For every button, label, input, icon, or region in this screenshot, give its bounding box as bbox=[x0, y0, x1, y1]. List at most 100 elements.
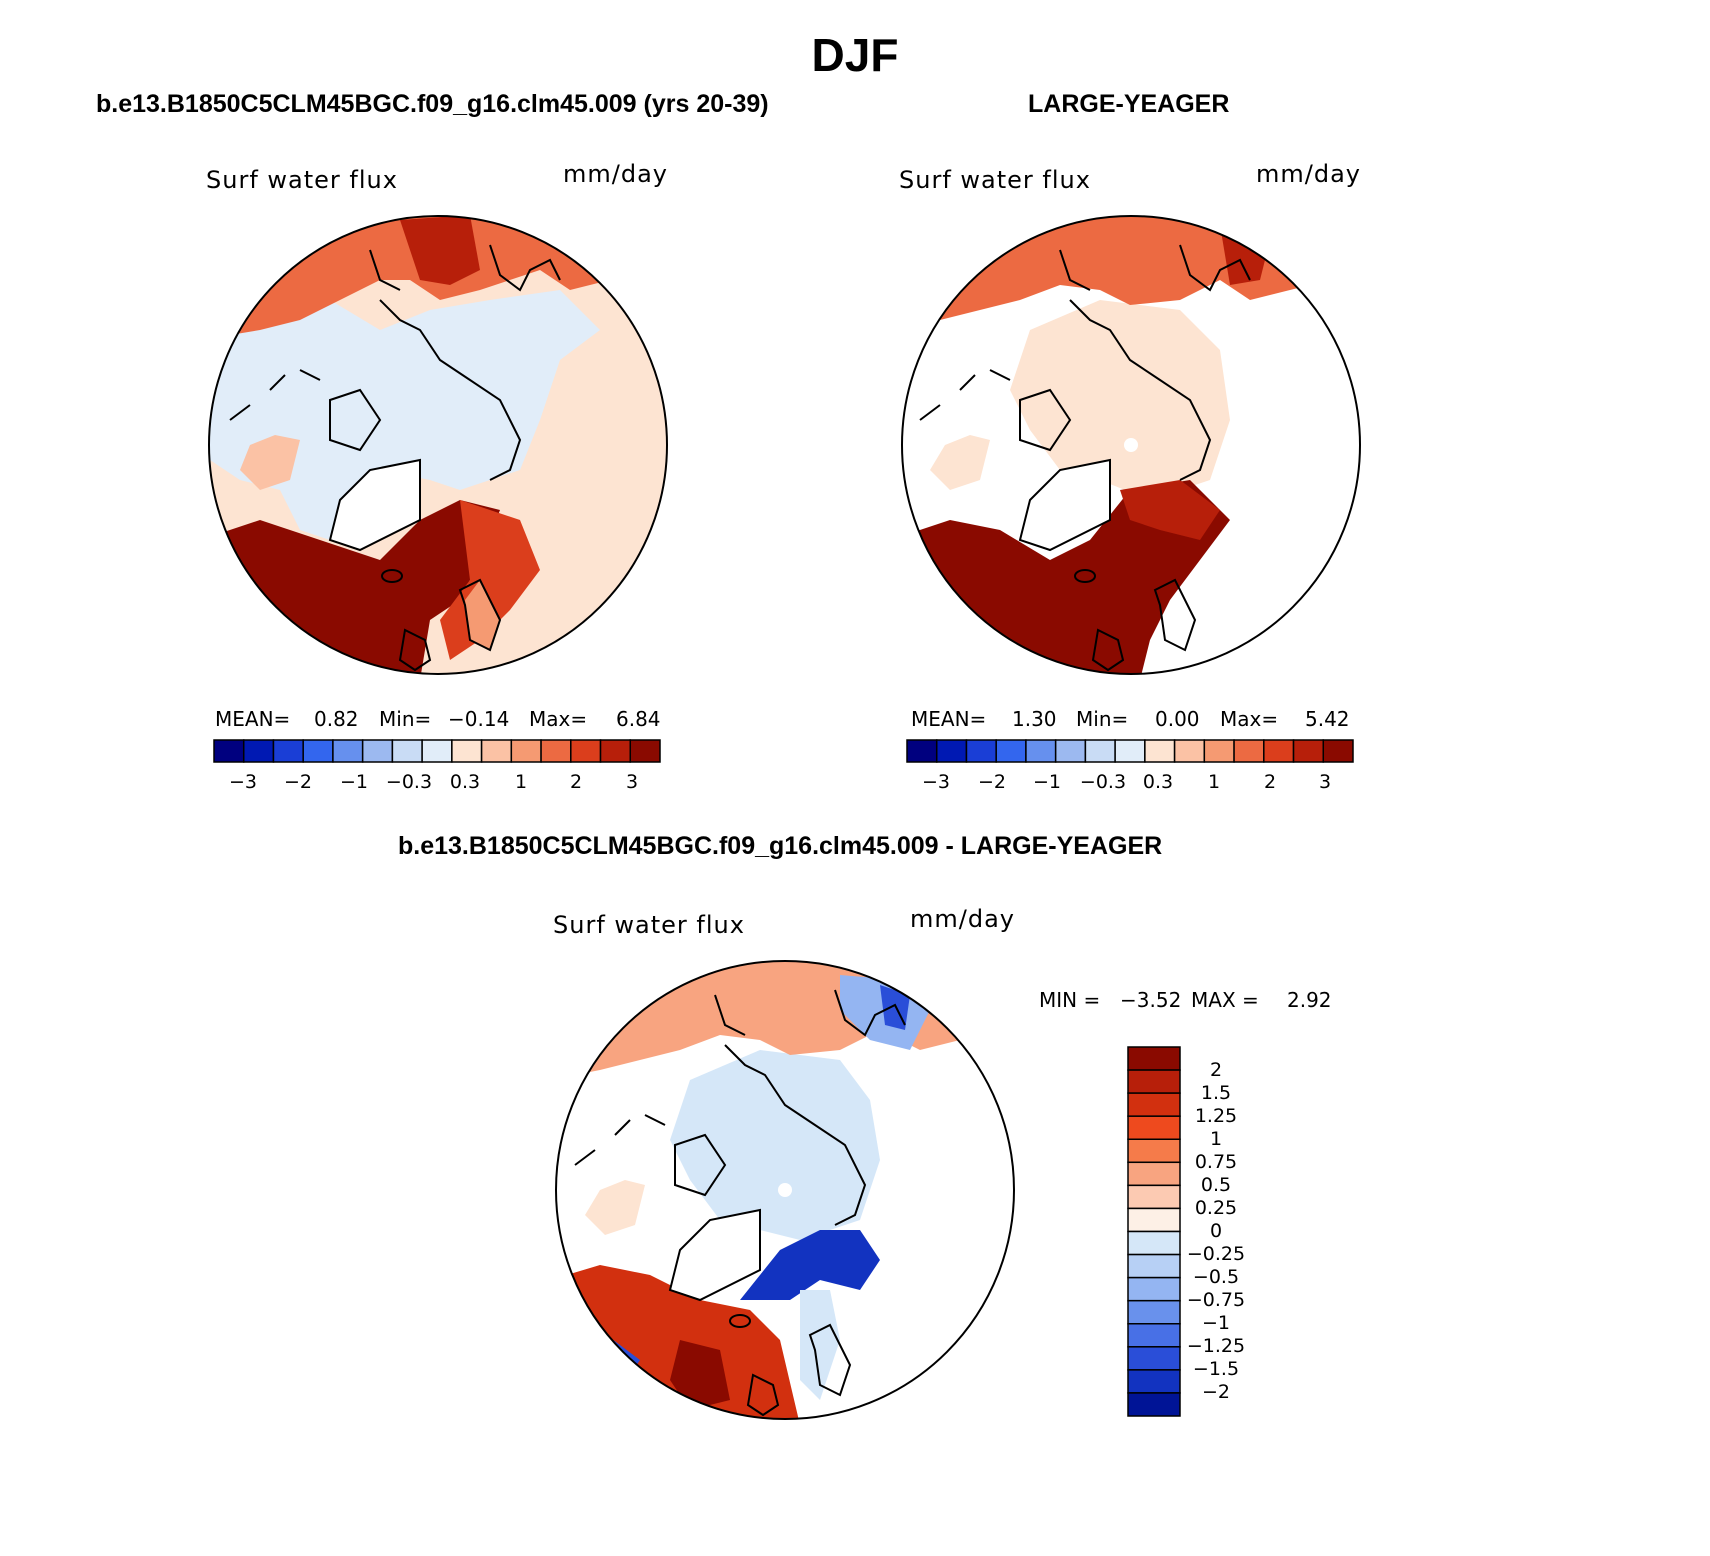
map1-siberia-coast bbox=[379, 299, 522, 481]
map2-barents-field bbox=[1120, 480, 1220, 540]
panel-2-min: 0.00 bbox=[1155, 707, 1200, 731]
map3-alaska-field bbox=[585, 1180, 645, 1235]
panel-3-max-label: MAX = bbox=[1191, 988, 1259, 1012]
panel-2-mean-label: MEAN= bbox=[911, 707, 987, 731]
cb1-tick: 0.3 bbox=[449, 771, 481, 793]
panel-1-max-label: Max= bbox=[529, 707, 588, 731]
map2-alaska-field bbox=[930, 435, 990, 490]
panel-2-units: mm/day bbox=[1256, 160, 1361, 188]
colorbar-swatch bbox=[480, 739, 513, 763]
cb2-tick: 2 bbox=[1263, 771, 1277, 793]
colorbar-swatch bbox=[391, 739, 423, 763]
colorbar-swatch bbox=[1127, 1276, 1181, 1302]
cb1-tick: −3 bbox=[228, 771, 257, 793]
map1-greenland-coast bbox=[328, 458, 421, 552]
cb3-tick: −2 bbox=[1201, 1381, 1230, 1403]
colorbar-swatch bbox=[272, 739, 304, 763]
panel-3-min-label: MIN = bbox=[1039, 988, 1101, 1012]
map2-greenland-coast bbox=[1018, 458, 1111, 552]
map3-atlantic-max-field bbox=[670, 1340, 730, 1410]
colorbar-swatch bbox=[1054, 739, 1087, 763]
map3-arctic-ocean-field bbox=[670, 1050, 880, 1240]
colorbar-swatch bbox=[540, 739, 572, 763]
colorbar-swatch bbox=[1263, 739, 1295, 763]
panel-3-max: 2.92 bbox=[1287, 988, 1332, 1012]
map-panel-3 bbox=[556, 961, 1014, 1419]
cb3-tick: 1.25 bbox=[1194, 1105, 1238, 1127]
map2-frame bbox=[901, 215, 1361, 675]
colorbar-swatch bbox=[451, 739, 483, 763]
colorbar-swatch bbox=[361, 739, 394, 763]
colorbar-swatch bbox=[1144, 739, 1176, 763]
colorbar-swatch bbox=[1127, 1069, 1181, 1094]
colorbar-swatch bbox=[1203, 739, 1235, 763]
colorbar-swatch bbox=[1127, 1115, 1181, 1140]
colorbar-swatch bbox=[965, 739, 997, 763]
panel-1-variable: Surf water flux bbox=[206, 166, 398, 194]
map1-pacific-coast bbox=[369, 244, 561, 292]
cb3-tick: −0.25 bbox=[1186, 1243, 1246, 1265]
colorbar-swatch bbox=[1233, 739, 1265, 763]
panel-1-title: b.e13.B1850C5CLM45BGC.f09_g16.clm45.009 … bbox=[96, 90, 769, 118]
colorbar-swatch bbox=[302, 739, 334, 763]
map2-greenland-field bbox=[1020, 460, 1110, 550]
cb1-tick: −0.3 bbox=[385, 771, 433, 793]
cb2-tick: 0.3 bbox=[1142, 771, 1174, 793]
colorbar-swatch bbox=[995, 739, 1027, 763]
colorbar-swatch bbox=[935, 739, 968, 763]
colorbar-swatch bbox=[629, 739, 661, 763]
map1-scandinavia-field bbox=[465, 580, 500, 650]
panel-3-units: mm/day bbox=[910, 905, 1015, 933]
map3-greenland-field bbox=[670, 1210, 760, 1300]
map1-nordic-seas-field bbox=[440, 500, 540, 660]
map1-frame bbox=[208, 215, 668, 675]
cb3-tick: −1 bbox=[1201, 1312, 1230, 1334]
colorbar-swatch bbox=[1127, 1138, 1181, 1164]
map2-arctic-ocean-field bbox=[1010, 300, 1230, 500]
map1-scandinavia-coast bbox=[458, 578, 502, 652]
cb2-tick: −2 bbox=[977, 771, 1006, 793]
colorbar-swatch bbox=[1127, 1230, 1181, 1256]
cb1-tick: 2 bbox=[569, 771, 583, 793]
cb3-tick: 0.75 bbox=[1194, 1151, 1238, 1173]
map2-pole-marker bbox=[1124, 438, 1138, 452]
cb3-tick: −1.5 bbox=[1192, 1358, 1240, 1380]
map2-pacific-coast bbox=[1059, 244, 1251, 292]
colorbar-swatch bbox=[1127, 1253, 1181, 1279]
cb1-tick: −1 bbox=[339, 771, 368, 793]
map3-greenland-coast bbox=[668, 1208, 761, 1302]
cb3-tick: −0.75 bbox=[1186, 1289, 1246, 1311]
map1-arctic-ocean-field bbox=[209, 290, 600, 540]
map2-scandinavia-coast bbox=[1153, 578, 1197, 652]
colorbar-swatch bbox=[242, 739, 275, 763]
cb2-tick: −0.3 bbox=[1079, 771, 1127, 793]
colorbar-swatch bbox=[1292, 739, 1325, 763]
colorbar-swatch bbox=[1114, 739, 1146, 763]
panel-2-title: LARGE-YEAGER bbox=[1028, 90, 1230, 118]
colorbar-swatch bbox=[1173, 739, 1206, 763]
map3-nordic-seas-field bbox=[800, 1290, 840, 1400]
map1-alaska-field bbox=[240, 435, 300, 490]
colorbar-swatch bbox=[1127, 1299, 1181, 1325]
colorbar-swatch bbox=[332, 739, 364, 763]
colorbar-swatch bbox=[1127, 1046, 1181, 1071]
colorbar-panel-1 bbox=[213, 739, 661, 763]
panel-1-max: 6.84 bbox=[616, 707, 661, 731]
panel-2-variable: Surf water flux bbox=[899, 166, 1091, 194]
map2-siberia-coast bbox=[1069, 299, 1212, 481]
panel-2-min-label: Min= bbox=[1076, 707, 1129, 731]
colorbar-swatch bbox=[1127, 1184, 1181, 1210]
colorbar-swatch bbox=[1127, 1161, 1181, 1187]
map2-iceland-coast bbox=[1074, 569, 1096, 583]
panel-3-min: −3.52 bbox=[1120, 988, 1182, 1012]
cb3-tick: 1.5 bbox=[1200, 1082, 1232, 1104]
colorbar-swatch bbox=[1127, 1346, 1181, 1371]
cb3-tick: 0 bbox=[1209, 1220, 1223, 1242]
figure-title: DJF bbox=[811, 29, 899, 81]
panel-1-mean-label: MEAN= bbox=[215, 707, 291, 731]
panel-1-mean: 0.82 bbox=[314, 707, 359, 731]
colorbar-swatch bbox=[1084, 739, 1116, 763]
panel-1-min-label: Min= bbox=[379, 707, 432, 731]
cb1-tick: 1 bbox=[514, 771, 528, 793]
